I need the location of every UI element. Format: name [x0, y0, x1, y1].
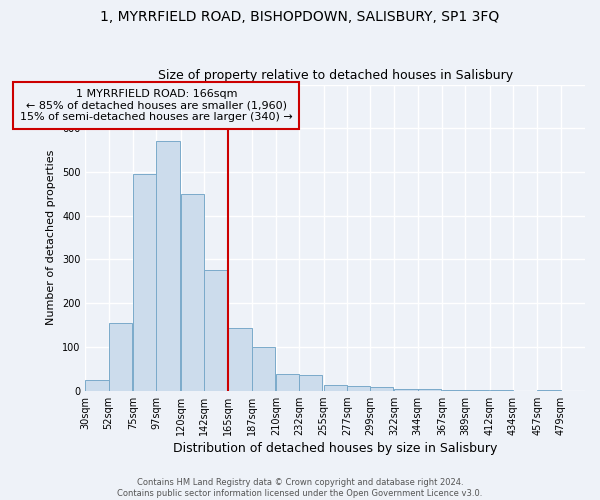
Bar: [370, 387, 394, 390]
Y-axis label: Number of detached properties: Number of detached properties: [46, 150, 56, 326]
Bar: [251, 347, 275, 391]
Bar: [204, 270, 227, 390]
X-axis label: Distribution of detached houses by size in Salisbury: Distribution of detached houses by size …: [173, 442, 497, 455]
Bar: [347, 386, 370, 390]
Bar: [85, 380, 109, 390]
Bar: [156, 142, 179, 390]
Bar: [323, 385, 347, 390]
Bar: [276, 374, 299, 390]
Bar: [299, 376, 322, 390]
Title: Size of property relative to detached houses in Salisbury: Size of property relative to detached ho…: [158, 69, 513, 82]
Text: 1 MYRRFIELD ROAD: 166sqm
← 85% of detached houses are smaller (1,960)
15% of sem: 1 MYRRFIELD ROAD: 166sqm ← 85% of detach…: [20, 89, 293, 122]
Bar: [133, 174, 156, 390]
Bar: [228, 328, 251, 390]
Bar: [181, 194, 204, 390]
Bar: [109, 323, 132, 390]
Text: Contains HM Land Registry data © Crown copyright and database right 2024.
Contai: Contains HM Land Registry data © Crown c…: [118, 478, 482, 498]
Text: 1, MYRRFIELD ROAD, BISHOPDOWN, SALISBURY, SP1 3FQ: 1, MYRRFIELD ROAD, BISHOPDOWN, SALISBURY…: [100, 10, 500, 24]
Bar: [394, 388, 418, 390]
